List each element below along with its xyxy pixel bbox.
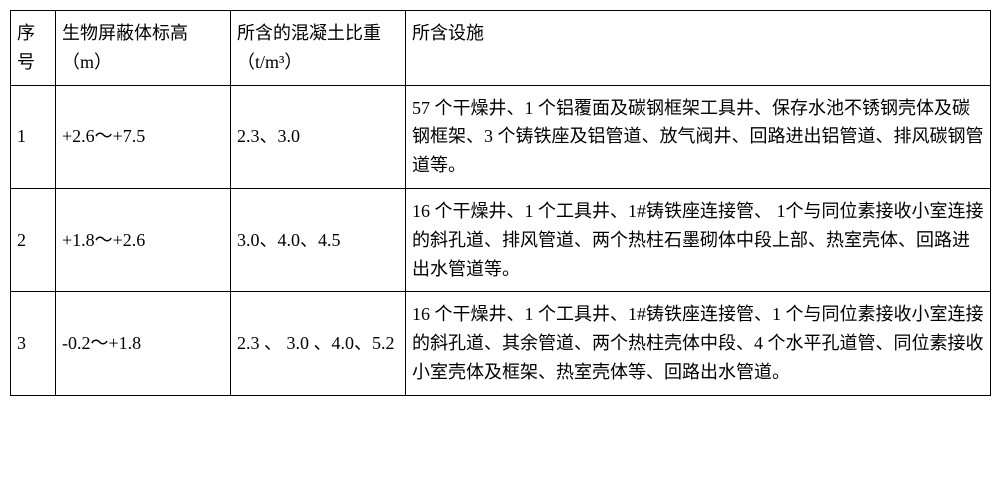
header-elevation: 生物屏蔽体标高（m） bbox=[56, 11, 231, 86]
cell-seq: 1 bbox=[11, 85, 56, 188]
cell-elevation: +2.6～+7.5 bbox=[56, 85, 231, 188]
cell-facility: 16 个干燥井、1 个工具井、1#铸铁座连接管、1 个与同位素接收小室连接的斜孔… bbox=[406, 292, 991, 395]
cell-seq: 3 bbox=[11, 292, 56, 395]
cell-elevation: +1.8～+2.6 bbox=[56, 188, 231, 291]
table-row: 3 -0.2～+1.8 2.3 、 3.0 、4.0、5.2 16 个干燥井、1… bbox=[11, 292, 991, 395]
table-header-row: 序号 生物屏蔽体标高（m） 所含的混凝土比重（t/m³） 所含设施 bbox=[11, 11, 991, 86]
shielding-specs-table: 序号 生物屏蔽体标高（m） 所含的混凝土比重（t/m³） 所含设施 1 +2.6… bbox=[10, 10, 991, 396]
cell-elevation: -0.2～+1.8 bbox=[56, 292, 231, 395]
cell-density: 3.0、4.0、4.5 bbox=[231, 188, 406, 291]
header-facility: 所含设施 bbox=[406, 11, 991, 86]
header-seq: 序号 bbox=[11, 11, 56, 86]
cell-density: 2.3 、 3.0 、4.0、5.2 bbox=[231, 292, 406, 395]
header-density: 所含的混凝土比重（t/m³） bbox=[231, 11, 406, 86]
cell-facility: 57 个干燥井、1 个铝覆面及碳钢框架工具井、保存水池不锈钢壳体及碳钢框架、3 … bbox=[406, 85, 991, 188]
cell-density: 2.3、3.0 bbox=[231, 85, 406, 188]
cell-facility: 16 个干燥井、1 个工具井、1#铸铁座连接管、 1个与同位素接收小室连接的斜孔… bbox=[406, 188, 991, 291]
table-row: 2 +1.8～+2.6 3.0、4.0、4.5 16 个干燥井、1 个工具井、1… bbox=[11, 188, 991, 291]
cell-seq: 2 bbox=[11, 188, 56, 291]
table-row: 1 +2.6～+7.5 2.3、3.0 57 个干燥井、1 个铝覆面及碳钢框架工… bbox=[11, 85, 991, 188]
